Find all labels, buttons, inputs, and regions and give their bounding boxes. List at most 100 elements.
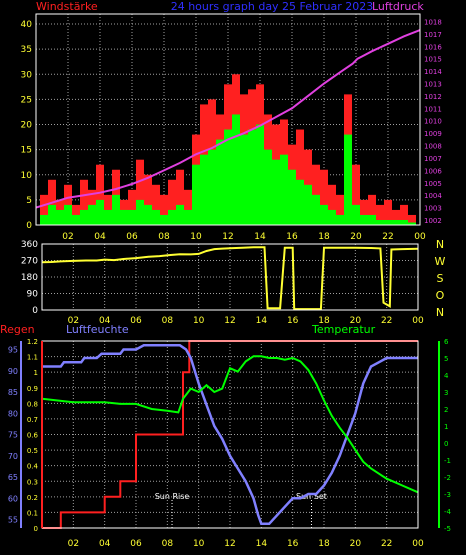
rain-humidity-temperature-panel: Sun Rise Sun Set55606570758085909500.10.2… bbox=[8, 338, 452, 549]
gust-bar bbox=[400, 204, 408, 225]
x-tick-label: 12 bbox=[222, 232, 233, 242]
average-wind-bar bbox=[176, 204, 184, 225]
compass-label: N bbox=[436, 306, 444, 319]
temperature-tick-label: 2 bbox=[444, 406, 448, 414]
gust-bar bbox=[96, 164, 104, 225]
gust-bar bbox=[80, 179, 88, 225]
average-wind-bar bbox=[64, 204, 72, 225]
x-tick-label: 02 bbox=[68, 316, 79, 326]
humidity-tick-label: 85 bbox=[8, 388, 18, 397]
average-wind-bar bbox=[272, 159, 280, 225]
rain-tick-label: 1 bbox=[34, 369, 38, 377]
x-tick-label: 00 bbox=[412, 316, 424, 326]
x-tick-label: 14 bbox=[254, 232, 266, 242]
rain-line bbox=[42, 340, 418, 529]
average-wind-bar bbox=[376, 219, 384, 225]
gust-bar bbox=[328, 184, 336, 225]
average-wind-bar bbox=[208, 149, 216, 225]
direction-tick-label: 90 bbox=[27, 290, 39, 300]
x-tick-label: 08 bbox=[162, 316, 174, 326]
rain-tick-label: 0.8 bbox=[27, 400, 38, 408]
compass-label: O bbox=[436, 289, 445, 302]
average-wind-bar bbox=[80, 209, 88, 225]
compass-label: S bbox=[437, 272, 444, 285]
x-tick-label: 18 bbox=[318, 539, 330, 549]
humidity-tick-label: 95 bbox=[8, 346, 18, 355]
y2-tick-label: 1003 bbox=[424, 205, 442, 213]
x-tick-label: 16 bbox=[287, 539, 299, 549]
average-wind-bar bbox=[72, 214, 80, 225]
gust-bar bbox=[320, 169, 328, 225]
compass-label: N bbox=[436, 238, 444, 251]
y2-tick-label: 1011 bbox=[424, 105, 442, 113]
gust-bar bbox=[384, 199, 392, 225]
average-wind-bar bbox=[152, 209, 160, 225]
average-wind-bar bbox=[352, 204, 360, 225]
x-tick-label: 20 bbox=[350, 539, 362, 549]
rain-tick-label: 0.9 bbox=[27, 385, 38, 393]
gust-bar bbox=[352, 164, 360, 225]
gust-bar bbox=[160, 194, 168, 225]
temperature-tick-label: -2 bbox=[444, 474, 451, 482]
x-tick-label: 06 bbox=[130, 316, 142, 326]
y2-tick-label: 1012 bbox=[424, 93, 442, 101]
average-wind-bar bbox=[384, 219, 392, 225]
humidity-tick-label: 75 bbox=[8, 431, 18, 440]
average-wind-bar bbox=[232, 114, 240, 225]
average-wind-bar bbox=[144, 204, 152, 225]
wind-pressure-panel: 0510152025303540100210031004100510061007… bbox=[21, 13, 442, 242]
gust-bar bbox=[40, 194, 48, 225]
direction-tick-label: 180 bbox=[21, 273, 38, 283]
rain-tick-label: 0.2 bbox=[27, 494, 38, 502]
x-tick-label: 16 bbox=[287, 316, 299, 326]
average-wind-bar bbox=[264, 149, 272, 225]
y-tick-label: 20 bbox=[21, 121, 33, 131]
average-wind-bar bbox=[328, 209, 336, 225]
humidity-tick-label: 55 bbox=[8, 516, 18, 525]
x-tick-label: 12 bbox=[224, 316, 235, 326]
average-wind-bar bbox=[96, 199, 104, 225]
x-tick-label: 14 bbox=[256, 316, 268, 326]
y2-tick-label: 1016 bbox=[424, 43, 442, 51]
average-wind-bar bbox=[280, 154, 288, 225]
average-wind-bar bbox=[240, 134, 248, 225]
direction-tick-label: 360 bbox=[21, 240, 38, 250]
x-tick-label: 22 bbox=[381, 316, 392, 326]
x-tick-label: 20 bbox=[350, 232, 362, 242]
x-tick-label: 20 bbox=[350, 316, 362, 326]
sun-annotation: Sun Set bbox=[296, 492, 327, 501]
x-tick-label: 04 bbox=[94, 232, 106, 242]
y2-tick-label: 1005 bbox=[424, 180, 442, 188]
y-tick-label: 10 bbox=[21, 171, 33, 181]
y2-tick-label: 1009 bbox=[424, 130, 442, 138]
x-tick-label: 08 bbox=[162, 539, 174, 549]
humidity-tick-label: 80 bbox=[8, 409, 18, 418]
x-tick-label: 12 bbox=[224, 539, 235, 549]
y-tick-label: 5 bbox=[26, 196, 32, 206]
rain-tick-label: 0.1 bbox=[27, 509, 38, 517]
average-wind-bar bbox=[56, 209, 64, 225]
y2-tick-label: 1004 bbox=[424, 192, 442, 200]
average-wind-bar bbox=[160, 214, 168, 225]
y-tick-label: 15 bbox=[21, 146, 32, 156]
x-tick-label: 06 bbox=[126, 232, 138, 242]
rain-tick-label: 1.1 bbox=[27, 354, 38, 362]
average-wind-bar bbox=[360, 214, 368, 225]
average-wind-bar bbox=[288, 169, 296, 225]
x-tick-label: 08 bbox=[158, 232, 170, 242]
gust-bar bbox=[336, 194, 344, 225]
y2-tick-label: 1013 bbox=[424, 81, 442, 89]
average-wind-bar bbox=[216, 139, 224, 225]
temperature-label: Temperatur bbox=[311, 323, 376, 336]
y-tick-label: 30 bbox=[21, 70, 33, 80]
average-wind-bar bbox=[88, 204, 96, 225]
humidity-tick-label: 90 bbox=[8, 367, 18, 376]
gust-bar bbox=[144, 174, 152, 225]
rain-tick-label: 0.3 bbox=[27, 478, 38, 486]
average-wind-bar bbox=[408, 222, 416, 225]
x-tick-label: 10 bbox=[193, 539, 205, 549]
average-wind-bar bbox=[192, 164, 200, 225]
y2-tick-label: 1010 bbox=[424, 118, 442, 126]
x-tick-label: 16 bbox=[286, 232, 298, 242]
rain-tick-label: 0.4 bbox=[27, 463, 39, 471]
